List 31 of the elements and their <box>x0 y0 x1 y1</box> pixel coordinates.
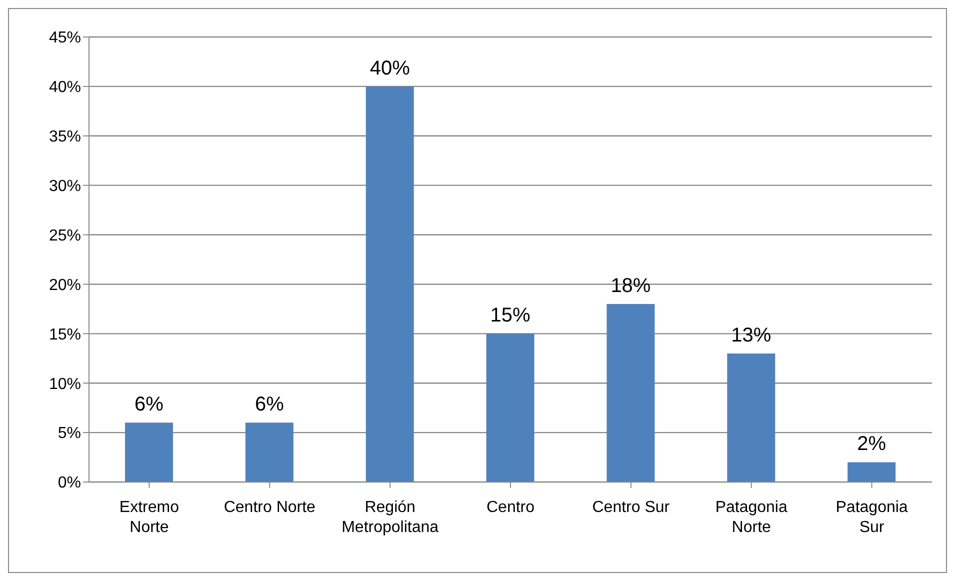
y-tick-label: 10% <box>48 376 81 393</box>
x-tick-label: Región Metropolitana <box>342 499 439 536</box>
bar <box>245 422 294 482</box>
data-label: 40% <box>370 57 410 80</box>
x-tick-label: Patagonia Sur <box>836 499 908 536</box>
bar <box>486 334 534 482</box>
y-tick-label: 5% <box>58 425 81 442</box>
y-tick-label: 40% <box>48 79 81 96</box>
bar <box>848 462 896 482</box>
y-tick-label: 30% <box>48 178 81 196</box>
y-tick-label: 35% <box>48 128 81 146</box>
bar <box>366 86 414 482</box>
bar <box>606 304 655 482</box>
bar <box>125 422 173 482</box>
y-tick-label: 0% <box>58 474 81 492</box>
y-tick-label: 45% <box>48 30 81 47</box>
x-tick-label: Patagonia Norte <box>715 499 788 536</box>
data-label: 18% <box>610 275 651 297</box>
x-tick-label: Centro Sur <box>592 499 670 516</box>
y-tick-label: 15% <box>48 326 81 344</box>
data-label: 13% <box>731 324 772 346</box>
y-tick-label: 25% <box>48 227 81 244</box>
data-label: 6% <box>134 394 164 416</box>
x-tick-label: Centro <box>486 499 535 516</box>
data-label: 6% <box>254 394 284 416</box>
x-tick-label: Extremo Norte <box>119 499 180 536</box>
x-tick-label: Centro Norte <box>224 499 316 516</box>
bar <box>727 353 776 482</box>
y-tick-label: 20% <box>48 276 81 294</box>
data-label: 15% <box>490 304 531 327</box>
data-label: 2% <box>857 433 886 456</box>
